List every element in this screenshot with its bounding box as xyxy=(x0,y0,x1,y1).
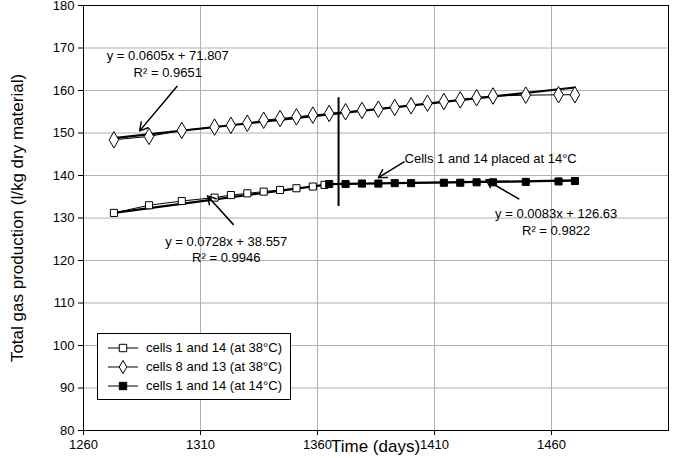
svg-text:120: 120 xyxy=(53,253,75,268)
svg-text:170: 170 xyxy=(53,40,75,55)
svg-text:140: 140 xyxy=(53,168,75,183)
svg-text:80: 80 xyxy=(60,423,74,438)
svg-text:180: 180 xyxy=(53,0,75,13)
svg-text:1460: 1460 xyxy=(537,437,566,452)
svg-text:90: 90 xyxy=(60,380,74,395)
svg-text:160: 160 xyxy=(53,83,75,98)
svg-text:1260: 1260 xyxy=(69,437,98,452)
svg-text:130: 130 xyxy=(53,210,75,225)
svg-text:1410: 1410 xyxy=(420,437,449,452)
html-text:Total gas production (l/kg dry: Total gas production (l/kg dry material) xyxy=(8,73,27,362)
svg-text:Cells 1 and 14 placed at 14°C: Cells 1 and 14 placed at 14°C xyxy=(405,151,577,166)
svg-text:100: 100 xyxy=(53,338,75,353)
html-text:Time (days): Time (days) xyxy=(330,437,421,456)
svg-text:150: 150 xyxy=(53,125,75,140)
html-text:cells 8 and 13 (at 38°C): cells 8 and 13 (at 38°C) xyxy=(146,359,282,374)
svg-text:110: 110 xyxy=(54,295,75,310)
svg-text:1360: 1360 xyxy=(303,437,332,452)
svg-text:y = 0.0605x + 71.807R² = 0.965: y = 0.0605x + 71.807R² = 0.9651 xyxy=(107,48,229,79)
svg-text:1310: 1310 xyxy=(186,437,215,452)
svg-text:y = 0.0728x + 38.557R² = 0.994: y = 0.0728x + 38.557R² = 0.9946 xyxy=(165,234,287,265)
svg-text:y = 0.0083x + 126.63R² = 0.982: y = 0.0083x + 126.63R² = 0.9822 xyxy=(495,206,617,237)
html-text:cells 1 and 14 (at 14°C): cells 1 and 14 (at 14°C) xyxy=(146,378,282,393)
html-text:cells 1 and 14 (at 38°C): cells 1 and 14 (at 38°C) xyxy=(146,340,282,355)
